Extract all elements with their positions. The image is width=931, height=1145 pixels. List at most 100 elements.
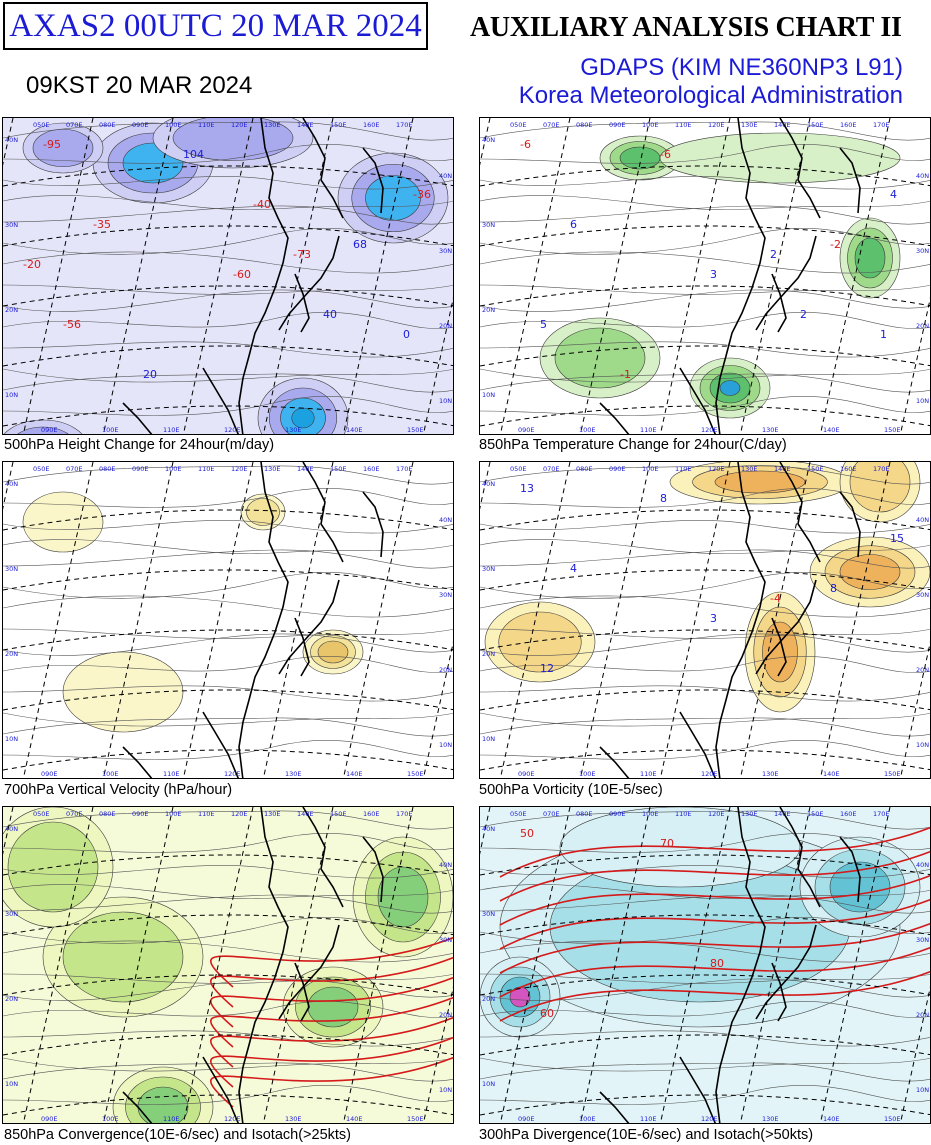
lon-top-label: 090E bbox=[132, 465, 149, 473]
lon-bottom-label: 130E bbox=[285, 1115, 302, 1123]
contour-value-label: -35 bbox=[93, 218, 111, 231]
lon-top-label: 160E bbox=[363, 465, 380, 473]
lat-left-label: 30N bbox=[5, 910, 18, 918]
lat-left-label: 40N bbox=[5, 480, 18, 488]
lon-top-label: 100E bbox=[165, 810, 182, 818]
lon-top-label: 110E bbox=[675, 121, 692, 129]
contour-value-label: -1 bbox=[620, 368, 631, 381]
agency-name: Korea Meteorological Administration bbox=[518, 82, 903, 109]
lon-top-label: 090E bbox=[609, 121, 626, 129]
contour-value-label: 4 bbox=[890, 188, 897, 201]
lon-top-label: 070E bbox=[66, 810, 83, 818]
lat-right-label: 30N bbox=[916, 936, 929, 944]
lon-top-label: 110E bbox=[198, 810, 215, 818]
contour-value-label: 20 bbox=[143, 368, 157, 381]
lat-left-label: 10N bbox=[482, 391, 495, 399]
model-name: GDAPS (KIM NE360NP3 L91) bbox=[580, 54, 903, 81]
lon-top-label: 050E bbox=[33, 810, 50, 818]
lon-top-label: 170E bbox=[396, 465, 413, 473]
lon-bottom-label: 110E bbox=[163, 1115, 180, 1123]
lon-top-label: 090E bbox=[132, 121, 149, 129]
lon-bottom-label: 130E bbox=[285, 426, 302, 434]
contour-value-label: 2 bbox=[770, 248, 777, 261]
lon-bottom-label: 150E bbox=[407, 426, 424, 434]
contour-value-label: -20 bbox=[23, 258, 41, 271]
lon-bottom-label: 110E bbox=[640, 770, 657, 778]
lon-top-label: 150E bbox=[330, 465, 347, 473]
lon-bottom-label: 150E bbox=[407, 1115, 424, 1123]
map-panel-height-change: 050E 070E 080E 090E 100E 110E 120E 130E 140E 150E… bbox=[2, 117, 454, 435]
lon-top-label: 140E bbox=[297, 121, 314, 129]
lat-right-label: 30N bbox=[916, 591, 929, 599]
lon-top-label: 130E bbox=[264, 121, 281, 129]
lat-right-label: 10N bbox=[439, 1086, 452, 1094]
lon-bottom-label: 110E bbox=[640, 426, 657, 434]
lon-bottom-label: 110E bbox=[163, 770, 180, 778]
lat-left-label: 40N bbox=[482, 136, 495, 144]
lat-left-label: 20N bbox=[482, 306, 495, 314]
lon-top-label: 090E bbox=[132, 810, 149, 818]
map-panel-divergence: 050E 070E 080E 090E 100E 110E 120E 130E 140E 150E… bbox=[479, 806, 931, 1124]
lat-left-label: 30N bbox=[482, 910, 495, 918]
lon-top-label: 130E bbox=[741, 465, 758, 473]
lon-top-label: 070E bbox=[66, 121, 83, 129]
lon-bottom-label: 120E bbox=[224, 770, 241, 778]
local-time: 09KST 20 MAR 2024 bbox=[26, 72, 253, 99]
lon-bottom-label: 140E bbox=[823, 426, 840, 434]
lon-bottom-label: 130E bbox=[762, 1115, 779, 1123]
lon-top-label: 120E bbox=[231, 810, 248, 818]
lat-left-label: 10N bbox=[5, 391, 18, 399]
lon-top-label: 130E bbox=[741, 121, 758, 129]
lat-right-label: 40N bbox=[439, 861, 452, 869]
lat-right-label: 40N bbox=[916, 861, 929, 869]
lon-top-label: 080E bbox=[576, 465, 593, 473]
lon-bottom-label: 150E bbox=[884, 426, 901, 434]
contour-value-label: -73 bbox=[293, 248, 311, 261]
lon-top-label: 120E bbox=[231, 121, 248, 129]
contour-value-label: 80 bbox=[710, 957, 724, 970]
lon-bottom-label: 100E bbox=[102, 770, 119, 778]
lon-top-label: 100E bbox=[165, 465, 182, 473]
lon-bottom-label: 150E bbox=[407, 770, 424, 778]
lon-bottom-label: 090E bbox=[41, 1115, 58, 1123]
contour-value-label: 40 bbox=[323, 308, 337, 321]
contour-value-label: 5 bbox=[540, 318, 547, 331]
lon-top-label: 160E bbox=[363, 121, 380, 129]
lat-right-label: 30N bbox=[439, 591, 452, 599]
lon-top-label: 150E bbox=[807, 810, 824, 818]
lat-left-label: 10N bbox=[5, 1080, 18, 1088]
lon-bottom-label: 120E bbox=[224, 1115, 241, 1123]
lon-bottom-label: 090E bbox=[41, 426, 58, 434]
lon-bottom-label: 110E bbox=[640, 1115, 657, 1123]
lon-top-label: 080E bbox=[99, 121, 116, 129]
lon-top-label: 100E bbox=[642, 810, 659, 818]
contour-value-label: 3 bbox=[710, 612, 717, 625]
lon-top-label: 050E bbox=[510, 465, 527, 473]
contour-value-label: 3 bbox=[710, 268, 717, 281]
lat-right-label: 20N bbox=[916, 666, 929, 674]
lat-left-label: 10N bbox=[482, 1080, 495, 1088]
contour-value-label: 13 bbox=[520, 482, 534, 495]
lon-bottom-label: 100E bbox=[102, 1115, 119, 1123]
lon-top-label: 130E bbox=[264, 465, 281, 473]
lon-top-label: 170E bbox=[873, 121, 890, 129]
lat-left-label: 40N bbox=[5, 136, 18, 144]
lat-right-label: 10N bbox=[439, 397, 452, 405]
run-label: AXAS2 00UTC 20 MAR 2024 bbox=[3, 2, 428, 50]
lat-left-label: 40N bbox=[5, 825, 18, 833]
lon-top-label: 050E bbox=[33, 465, 50, 473]
lon-top-label: 080E bbox=[576, 810, 593, 818]
caption-divergence: 300hPa Divergence(10E-6/sec) and Isotach… bbox=[479, 1127, 814, 1143]
lon-bottom-label: 090E bbox=[518, 770, 535, 778]
lon-top-label: 090E bbox=[609, 465, 626, 473]
lon-bottom-label: 130E bbox=[762, 426, 779, 434]
lon-bottom-label: 110E bbox=[163, 426, 180, 434]
lon-top-label: 120E bbox=[231, 465, 248, 473]
contour-value-label: 1 bbox=[880, 328, 887, 341]
contour-value-label: 104 bbox=[183, 148, 204, 161]
map-panel-vertical-velocity: 050E 070E 080E 090E 100E 110E 120E 130E 140E 150E… bbox=[2, 461, 454, 779]
chart-title: AUXILIARY ANALYSIS CHART II bbox=[470, 12, 902, 43]
lon-top-label: 140E bbox=[774, 810, 791, 818]
lat-right-label: 30N bbox=[439, 247, 452, 255]
lon-top-label: 170E bbox=[873, 465, 890, 473]
